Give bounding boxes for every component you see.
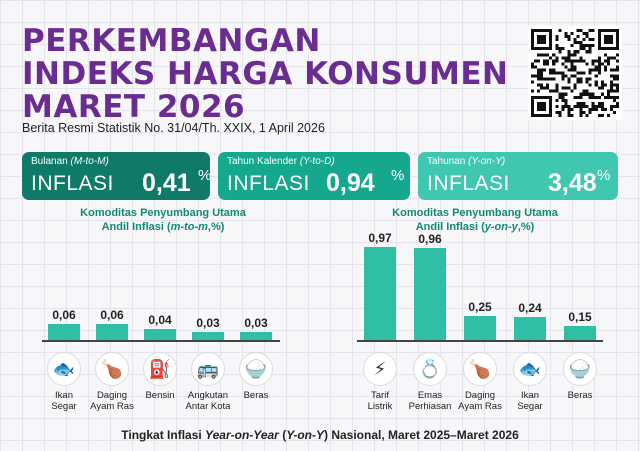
chart-axis-mtm <box>42 340 280 342</box>
bus-icon: 🚌 <box>191 352 225 386</box>
bar-value-label: 0,03 <box>244 316 268 330</box>
bar-value-label: 0,06 <box>100 308 124 322</box>
subtitle: Berita Resmi Statistik No. 31/04/Th. XXI… <box>22 121 325 135</box>
chart-title-yoy: Komoditas Penyumbang Utama Andil Inflasi… <box>392 207 558 233</box>
bar-value-label: 0,15 <box>568 309 592 324</box>
card-value: 0,41 <box>142 169 191 197</box>
fuel-pump-icon: ⛽ <box>143 352 177 386</box>
category-label: Angkutan Antar Kota <box>185 390 231 412</box>
electricity-meter-icon: ⚡ <box>363 352 397 386</box>
bar-mtm-0 <box>48 324 80 340</box>
bar-yoy-2 <box>464 316 496 340</box>
card-caption: Tahun Kalender (Y-to-D) <box>227 156 335 167</box>
category-label: Beras <box>567 390 593 401</box>
card-unit: % <box>597 167 611 184</box>
card-caption: Tahunan (Y-on-Y) <box>427 156 506 167</box>
bar-value-label: 0,24 <box>518 300 542 315</box>
category-label: Daging Ayam Ras <box>458 390 502 412</box>
bar-yoy-4 <box>564 325 596 340</box>
card-yoy-inflation: Tahunan (Y-on-Y) INFLASI 3,48 % <box>418 152 618 200</box>
bar-mtm-4 <box>240 332 272 340</box>
card-monthly-inflation: Bulanan (M-to-M) INFLASI 0,41 % <box>22 152 210 200</box>
category-label: Ikan Segar <box>517 390 543 412</box>
bar-value-label: 0,06 <box>52 308 76 322</box>
chicken-meat-icon: 🍗 <box>95 352 129 386</box>
category-label: Tarif Listrik <box>367 390 393 412</box>
card-value: 3,48 <box>548 169 597 197</box>
bar-value-label: 0,04 <box>148 313 172 328</box>
bar-yoy-1 <box>414 247 446 340</box>
bar-yoy-0 <box>364 246 396 340</box>
bar-value-label: 0,97 <box>368 230 392 245</box>
chart-axis-yoy <box>357 340 603 342</box>
category-label: Bensin <box>145 390 175 401</box>
title-line-3: MARET 2026 <box>22 89 246 125</box>
bar-value-label: 0,03 <box>196 316 220 330</box>
card-label: INFLASI <box>227 172 310 195</box>
bar-value-label: 0,25 <box>468 300 492 314</box>
card-caption: Bulanan (M-to-M) <box>31 156 109 167</box>
qr-code-icon[interactable] <box>528 26 622 120</box>
fish-icon: 🐟 <box>513 352 547 386</box>
card-value: 0,94 <box>326 169 375 197</box>
category-label: Ikan Segar <box>51 390 77 412</box>
bar-mtm-1 <box>96 324 128 340</box>
bar-value-label: 0,96 <box>418 231 442 246</box>
card-label: INFLASI <box>31 172 114 195</box>
fish-icon: 🐟 <box>47 352 81 386</box>
title-line-2: INDEKS HARGA KONSUMEN <box>22 56 509 92</box>
chart-title-mtm: Komoditas Penyumbang Utama Andil Inflasi… <box>80 207 246 233</box>
gold-jewelry-icon: 💍 <box>413 352 447 386</box>
footer-caption: Tingkat Inflasi Year-on-Year (Y-on-Y) Na… <box>121 428 519 442</box>
title-line-1: PERKEMBANGAN <box>22 23 321 59</box>
chicken-meat-icon: 🍗 <box>463 352 497 386</box>
rice-sack-icon: 🍚 <box>239 352 273 386</box>
category-label: Daging Ayam Ras <box>90 390 134 412</box>
rice-sack-icon: 🍚 <box>563 352 597 386</box>
category-label: Emas Perhiasan <box>408 390 452 412</box>
bar-mtm-2 <box>144 329 176 340</box>
card-label: INFLASI <box>427 172 510 195</box>
bar-mtm-3 <box>192 332 224 340</box>
card-unit: % <box>198 167 210 184</box>
category-label: Beras <box>243 390 269 401</box>
card-ytd-inflation: Tahun Kalender (Y-to-D) INFLASI 0,94 % <box>218 152 410 200</box>
bar-yoy-3 <box>514 316 546 340</box>
card-unit: % <box>391 167 405 184</box>
